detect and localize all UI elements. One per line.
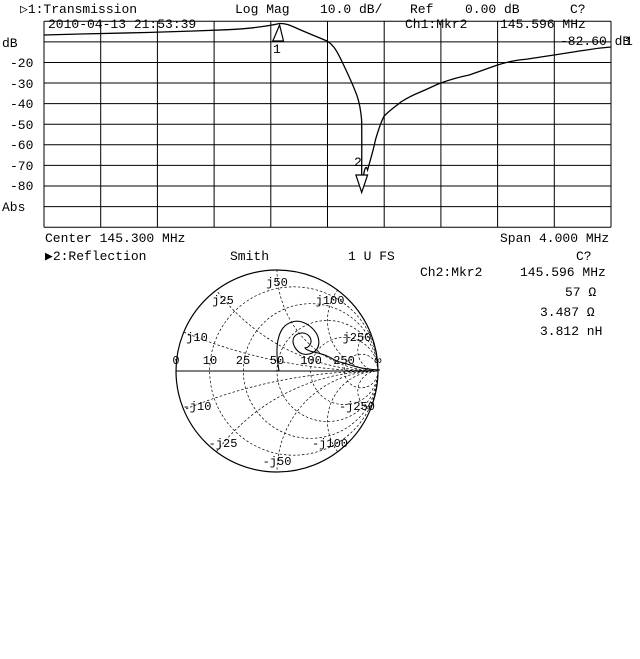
- svg-text:j25: j25: [212, 294, 234, 308]
- svg-text:100: 100: [300, 354, 322, 368]
- svg-text:j100: j100: [316, 294, 345, 308]
- svg-text:10: 10: [203, 354, 217, 368]
- svg-text:j10: j10: [186, 331, 208, 345]
- svg-text:-j100: -j100: [312, 437, 348, 451]
- svg-text:0: 0: [172, 354, 179, 368]
- svg-text:-j10: -j10: [183, 400, 212, 414]
- svg-text:j50: j50: [266, 276, 288, 290]
- svg-text:25: 25: [236, 354, 250, 368]
- svg-text:j250: j250: [343, 331, 372, 345]
- svg-text:∞: ∞: [374, 354, 381, 368]
- svg-text:-j50: -j50: [263, 455, 292, 469]
- svg-text:-j25: -j25: [209, 437, 238, 451]
- svg-text:-j250: -j250: [339, 400, 375, 414]
